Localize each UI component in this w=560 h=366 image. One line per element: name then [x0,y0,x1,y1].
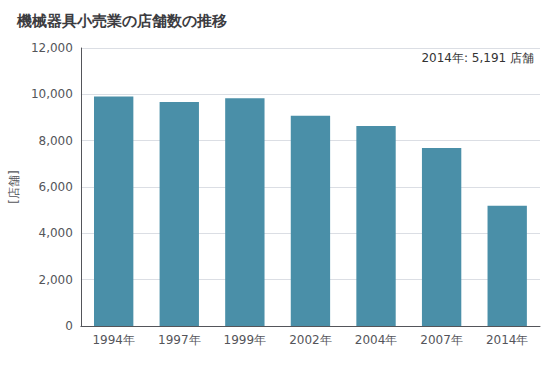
svg-text:6,000: 6,000 [39,180,73,194]
svg-text:8,000: 8,000 [39,134,73,148]
svg-text:10,000: 10,000 [31,87,73,101]
svg-text:1999年: 1999年 [224,333,267,347]
svg-text:機械器具小売業の店舗数の推移: 機械器具小売業の店舗数の推移 [16,12,227,30]
svg-text:12,000: 12,000 [31,41,73,55]
svg-text:1994年: 1994年 [92,333,135,347]
svg-text:2004年: 2004年 [355,333,398,347]
svg-text:[店舗]: [店舗] [7,170,21,203]
svg-text:0: 0 [65,319,73,333]
svg-text:2014年: 5,191 店舗: 2014年: 5,191 店舗 [421,51,534,65]
svg-text:2002年: 2002年 [289,333,332,347]
svg-text:4,000: 4,000 [39,226,73,240]
svg-text:2007年: 2007年 [420,333,463,347]
svg-text:2,000: 2,000 [39,273,73,287]
svg-text:2014年: 2014年 [486,333,529,347]
svg-text:1997年: 1997年 [158,333,201,347]
